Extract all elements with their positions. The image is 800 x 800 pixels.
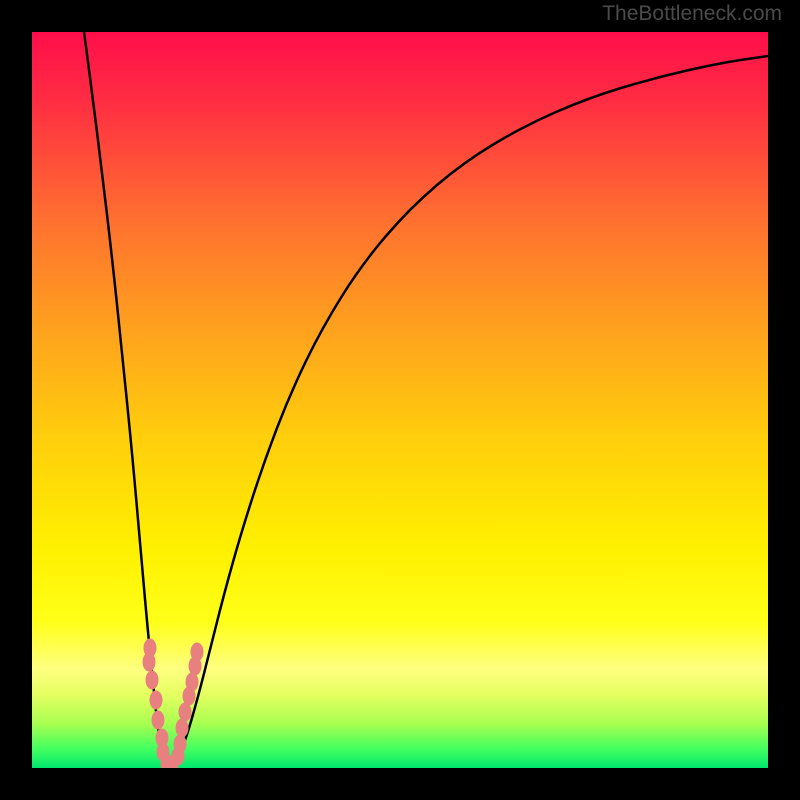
data-marker <box>152 711 164 729</box>
data-marker <box>146 671 158 689</box>
data-marker <box>176 719 188 737</box>
bottleneck-curve-right <box>170 56 768 768</box>
plot-area <box>32 32 768 768</box>
data-marker <box>174 735 186 753</box>
data-marker <box>191 643 203 661</box>
data-markers <box>143 639 203 768</box>
data-marker <box>150 691 162 709</box>
data-marker <box>143 653 155 671</box>
attribution-watermark: TheBottleneck.com <box>602 2 782 26</box>
data-marker <box>186 673 198 691</box>
data-marker <box>179 703 191 721</box>
bottleneck-curve-left <box>84 32 170 768</box>
curves-layer <box>32 32 768 768</box>
chart-container: TheBottleneck.com <box>0 0 800 800</box>
